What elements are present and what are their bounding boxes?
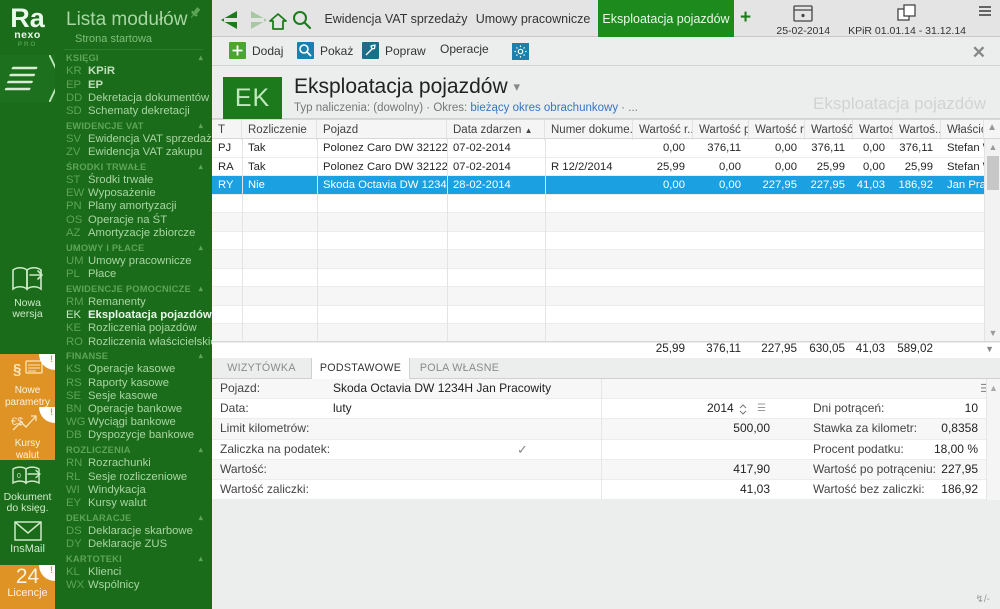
svg-text:§: §: [13, 361, 21, 378]
svg-text:0: 0: [17, 473, 21, 480]
